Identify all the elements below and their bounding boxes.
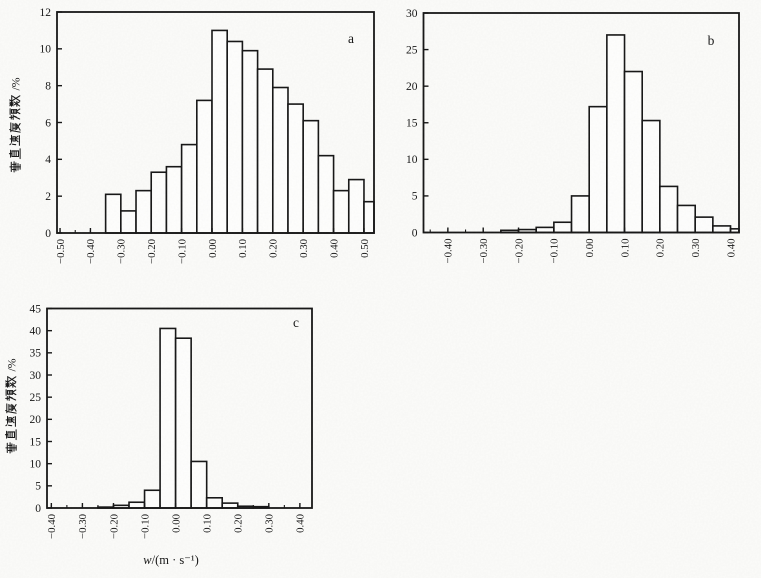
histogram-figure-canvas: −0.50−0.40−0.30−0.20−0.100.000.100.200.3… xyxy=(0,0,761,578)
scan-grain-overlay xyxy=(0,0,761,578)
figure-vertical-velocity-histograms: −0.50−0.40−0.30−0.20−0.100.000.100.200.3… xyxy=(0,0,761,578)
